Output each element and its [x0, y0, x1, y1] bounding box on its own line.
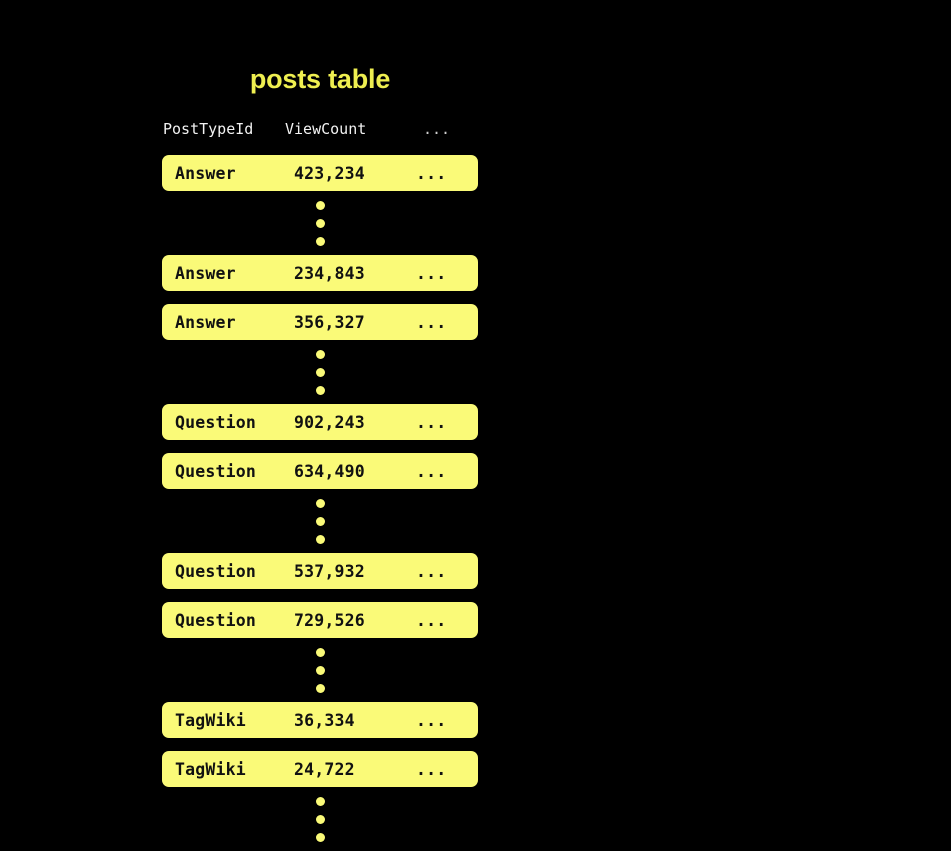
ellipsis-dot — [315, 218, 325, 228]
table-row[interactable]: Answer 234,843... — [162, 255, 478, 291]
cell-viewcount: 902,243 — [294, 412, 365, 432]
cell-more: ... — [416, 710, 447, 730]
cell-viewcount: 24,722 — [294, 759, 355, 779]
table-row[interactable]: TagWiki 36,334... — [162, 702, 478, 738]
rows-ellipsis — [162, 340, 478, 404]
ellipsis-dot — [315, 665, 325, 675]
ellipsis-dot — [315, 683, 325, 693]
rows-ellipsis — [162, 787, 478, 851]
cell-viewcount: 729,526 — [294, 610, 365, 630]
cell-posttypeid: Answer — [175, 312, 236, 332]
cell-posttypeid: Question — [175, 461, 257, 481]
rows-ellipsis — [162, 489, 478, 553]
cell-posttypeid: Question — [175, 610, 257, 630]
cell-posttypeid: Question — [175, 561, 257, 581]
ellipsis-dot — [315, 367, 325, 377]
cell-posttypeid: TagWiki — [175, 710, 246, 730]
cell-viewcount: 634,490 — [294, 461, 365, 481]
cell-viewcount: 356,327 — [294, 312, 365, 332]
cell-viewcount: 423,234 — [294, 163, 365, 183]
ellipsis-dot — [315, 498, 325, 508]
ellipsis-dot — [315, 200, 325, 210]
cell-posttypeid: TagWiki — [175, 759, 246, 779]
ellipsis-dot — [315, 832, 325, 842]
table-row[interactable]: TagWiki 24,722... — [162, 751, 478, 787]
ellipsis-dot — [315, 349, 325, 359]
cell-viewcount: 537,932 — [294, 561, 365, 581]
ellipsis-dot — [315, 534, 325, 544]
column-header-more: ... — [423, 120, 451, 138]
ellipsis-dot — [315, 796, 325, 806]
table-row[interactable]: Question 537,932... — [162, 553, 478, 589]
table-row[interactable]: Question 634,490... — [162, 453, 478, 489]
cell-viewcount: 234,843 — [294, 263, 365, 283]
cell-posttypeid: Question — [175, 412, 257, 432]
table-row[interactable]: Answer 423,234... — [162, 155, 478, 191]
ellipsis-dot — [315, 647, 325, 657]
cell-more: ... — [416, 263, 447, 283]
table-row[interactable]: Question 902,243... — [162, 404, 478, 440]
cell-posttypeid: Answer — [175, 263, 236, 283]
table-header-row: PostTypeId ViewCount ... — [162, 118, 478, 140]
rows-ellipsis — [162, 638, 478, 702]
cell-more: ... — [416, 412, 447, 432]
cell-posttypeid: Answer — [175, 163, 236, 183]
ellipsis-dot — [315, 385, 325, 395]
ellipsis-dot — [315, 516, 325, 526]
column-header-posttypeid: PostTypeId — [163, 120, 254, 138]
cell-more: ... — [416, 163, 447, 183]
table-row[interactable]: Question 729,526... — [162, 602, 478, 638]
page-root: posts table PostTypeId ViewCount ... Ans… — [162, 64, 478, 842]
cell-more: ... — [416, 312, 447, 332]
cell-more: ... — [416, 610, 447, 630]
table-body: Answer 423,234... Answer 234,843... Answer 35… — [162, 155, 478, 851]
table-row[interactable]: Answer 356,327... — [162, 304, 478, 340]
cell-more: ... — [416, 561, 447, 581]
column-header-viewcount: ViewCount — [285, 120, 367, 138]
cell-viewcount: 36,334 — [294, 710, 355, 730]
rows-ellipsis — [162, 191, 478, 255]
ellipsis-dot — [315, 814, 325, 824]
page-title: posts table — [249, 64, 391, 94]
cell-more: ... — [416, 759, 447, 779]
ellipsis-dot — [315, 236, 325, 246]
posts-table: PostTypeId ViewCount ... Answer 423,234..… — [162, 118, 478, 851]
cell-more: ... — [416, 461, 447, 481]
